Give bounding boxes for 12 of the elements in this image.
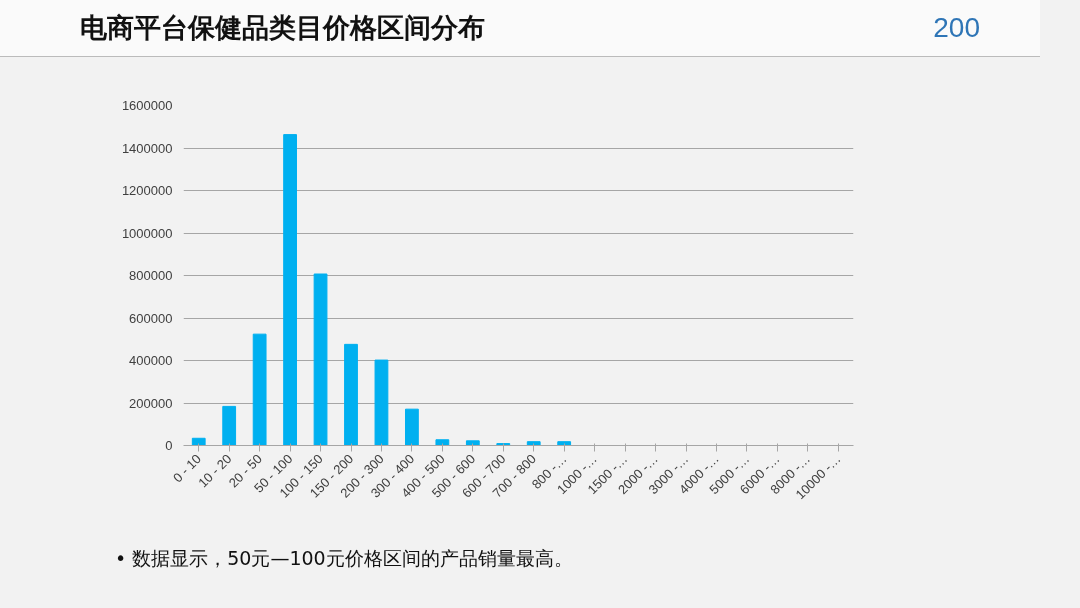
y-tick-label: 1400000	[121, 140, 173, 156]
y-tick-label: 1600000	[121, 98, 173, 113]
y-tick-label: 1200000	[121, 183, 173, 198]
text: 200	[933, 11, 981, 45]
y-tick-label: 200000	[129, 395, 173, 411]
text: • 数据显示，50元—100元价格区间的产品销量最高。	[114, 546, 573, 571]
y-tick-label: 600000	[129, 310, 173, 326]
y-tick-label: 0	[165, 438, 173, 453]
y-tick-label: 1000000	[121, 225, 173, 241]
chart-title: 电商平台保健品类目价格区间分布	[79, 10, 485, 45]
y-tick-label: 800000	[129, 268, 173, 283]
y-tick-label: 400000	[129, 353, 173, 368]
